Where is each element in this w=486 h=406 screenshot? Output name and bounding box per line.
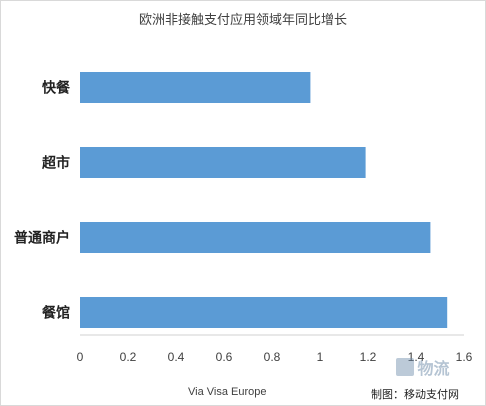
- logo-mark-icon: [396, 358, 415, 376]
- bar-1: [80, 147, 366, 178]
- category-label-1: 超市: [41, 155, 70, 172]
- x-tick-label-4: 0.8: [264, 350, 281, 364]
- chart-title: 欧洲非接触支付应用领域年同比增长: [138, 13, 347, 28]
- x-tick-label-6: 1.2: [360, 350, 377, 364]
- credit-note: 制图：移动支付网: [371, 388, 459, 401]
- watermark-text: 物流: [417, 359, 450, 378]
- x-tick-labels: 0 0.2 0.4 0.6 0.8 1 1.2 1.4 1.6: [77, 350, 473, 364]
- x-tick-label-8: 1.6: [456, 350, 473, 364]
- source-note: Via Visa Europe: [188, 386, 267, 398]
- watermark: 物流: [382, 354, 464, 380]
- bar-2: [80, 222, 431, 253]
- x-tick-label-3: 0.6: [216, 350, 233, 364]
- category-label-2: 普通商户: [14, 230, 70, 247]
- x-tick-label-2: 0.4: [168, 350, 185, 364]
- bar-0: [80, 72, 311, 103]
- category-label-0: 快餐: [42, 80, 71, 97]
- bars-layer: [80, 72, 448, 328]
- category-label-3: 餐馆: [41, 305, 70, 322]
- x-tick-label-5: 1: [317, 350, 324, 364]
- x-tick-label-1: 0.2: [120, 350, 137, 364]
- x-tick-label-0: 0: [77, 350, 84, 364]
- bar-3: [80, 297, 448, 328]
- x-tick-label-7: 1.4: [408, 350, 425, 364]
